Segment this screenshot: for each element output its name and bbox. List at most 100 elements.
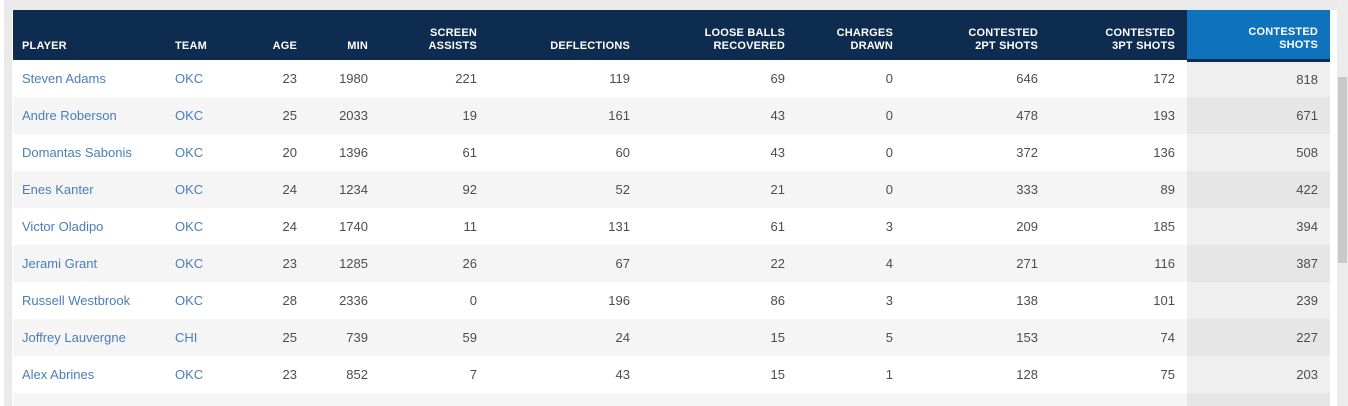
cell-contested_3pt_shots: 136 <box>1050 134 1187 171</box>
header-age[interactable]: AGE <box>250 10 309 60</box>
team-link[interactable]: OKC <box>175 293 204 308</box>
cell-contested_shots: 203 <box>1187 356 1330 393</box>
cell-screen_assists: 0 <box>380 282 489 319</box>
team-link[interactable]: OKC <box>175 219 204 234</box>
cell-deflections: 161 <box>489 97 642 134</box>
team-link[interactable]: OKC <box>175 367 204 382</box>
cell-player: Alex Abrines <box>13 356 173 393</box>
cell-contested_2pt_shots: 333 <box>905 171 1050 208</box>
cell-contested_2pt_shots: 128 <box>905 356 1050 393</box>
player-link[interactable]: Domantas Sabonis <box>22 145 132 160</box>
table-row: Steven Adams OKC 23 1980 221 119 69 0 646 172 818 <box>13 60 1330 97</box>
cell-contested_3pt_shots: 185 <box>1050 208 1187 245</box>
player-link[interactable]: Andre Roberson <box>22 108 117 123</box>
cell-contested_shots: 671 <box>1187 97 1330 134</box>
cell-charges_drawn: 3 <box>797 208 905 245</box>
player-link[interactable]: Joffrey Lauvergne <box>22 330 126 345</box>
cell-loose_balls_recovered: 61 <box>642 208 797 245</box>
cell-loose_balls_recovered: 43 <box>642 97 797 134</box>
table-row: Andre Roberson OKC 25 2033 19 161 43 0 478 193 671 <box>13 97 1330 134</box>
table-row: Enes Kanter OKC 24 1234 92 52 21 0 333 89 422 <box>13 171 1330 208</box>
header-min[interactable]: MIN <box>309 10 380 60</box>
table-row: Joffrey Lauvergne CHI 25 739 59 24 15 5 153 74 227 <box>13 319 1330 356</box>
player-link[interactable]: Steven Adams <box>22 71 106 86</box>
table-row: Alex Abrines OKC 23 852 7 43 15 1 128 75 203 <box>13 356 1330 393</box>
cell-team: OKC <box>173 245 250 282</box>
cell-contested_shots: 818 <box>1187 60 1330 97</box>
header-loose_balls_recovered[interactable]: LOOSE BALLS RECOVERED <box>642 10 797 60</box>
cell-team <box>173 393 250 406</box>
vertical-scrollbar-track[interactable] <box>1337 0 1348 406</box>
vertical-scrollbar-thumb[interactable] <box>1338 77 1347 263</box>
cell-min: 1234 <box>309 171 380 208</box>
cell-charges_drawn: 5 <box>797 319 905 356</box>
cell-screen_assists: 26 <box>380 245 489 282</box>
cell-age: 25 <box>250 319 309 356</box>
team-link[interactable]: CHI <box>175 330 198 345</box>
cell-loose_balls_recovered: 21 <box>642 171 797 208</box>
player-link[interactable]: Victor Oladipo <box>22 219 104 234</box>
cell-loose_balls_recovered: 43 <box>642 134 797 171</box>
cell-deflections: 196 <box>489 282 642 319</box>
header-charges_drawn[interactable]: CHARGES DRAWN <box>797 10 905 60</box>
cell-age: 24 <box>250 208 309 245</box>
cell-min: 1740 <box>309 208 380 245</box>
player-link[interactable]: Enes Kanter <box>22 182 94 197</box>
cell-loose_balls_recovered: 15 <box>642 319 797 356</box>
cell-player: Joffrey Lauvergne <box>13 319 173 356</box>
cell-contested_shots: 387 <box>1187 245 1330 282</box>
header-deflections[interactable]: DEFLECTIONS <box>489 10 642 60</box>
table-row: Russell Westbrook OKC 28 2336 0 196 86 3 138 101 2… <box>13 282 1330 319</box>
cell-min: 1285 <box>309 245 380 282</box>
cell-contested_shots: 239 <box>1187 282 1330 319</box>
cell-contested_2pt_shots: 271 <box>905 245 1050 282</box>
cell-loose_balls_recovered: 69 <box>642 60 797 97</box>
cell-age <box>250 393 309 406</box>
header-player[interactable]: PLAYER <box>13 10 173 60</box>
cell-team: OKC <box>173 134 250 171</box>
cell-age: 24 <box>250 171 309 208</box>
cell-contested_shots: 227 <box>1187 319 1330 356</box>
table-row-partial <box>13 393 1330 406</box>
header-screen_assists[interactable]: SCREEN ASSISTS <box>380 10 489 60</box>
cell-deflections: 43 <box>489 356 642 393</box>
header-team[interactable]: TEAM <box>173 10 250 60</box>
cell-contested_2pt_shots: 153 <box>905 319 1050 356</box>
table-row: Victor Oladipo OKC 24 1740 11 131 61 3 209 185 394 <box>13 208 1330 245</box>
cell-contested_2pt_shots: 478 <box>905 97 1050 134</box>
cell-contested_3pt_shots: 193 <box>1050 97 1187 134</box>
team-link[interactable]: OKC <box>175 71 204 86</box>
cell-contested_3pt_shots: 89 <box>1050 171 1187 208</box>
cell-team: OKC <box>173 97 250 134</box>
header-contested_2pt_shots[interactable]: CONTESTED 2PT SHOTS <box>905 10 1050 60</box>
player-link[interactable]: Russell Westbrook <box>22 293 131 308</box>
cell-team: OKC <box>173 208 250 245</box>
cell-charges_drawn: 0 <box>797 171 905 208</box>
cell-deflections: 24 <box>489 319 642 356</box>
team-link[interactable]: OKC <box>175 108 204 123</box>
cell-contested_2pt_shots: 209 <box>905 208 1050 245</box>
header-contested_shots[interactable]: CONTESTED SHOTS <box>1187 10 1330 62</box>
cell-loose_balls_recovered: 22 <box>642 245 797 282</box>
cell-contested_2pt_shots: 138 <box>905 282 1050 319</box>
cell-screen_assists: 11 <box>380 208 489 245</box>
cell-contested_shots: 422 <box>1187 171 1330 208</box>
header-contested_3pt_shots[interactable]: CONTESTED 3PT SHOTS <box>1050 10 1187 60</box>
cell-contested_3pt_shots: 75 <box>1050 356 1187 393</box>
team-link[interactable]: OKC <box>175 256 204 271</box>
player-link[interactable]: Jerami Grant <box>22 256 98 271</box>
team-link[interactable]: OKC <box>175 182 204 197</box>
cell-contested_3pt_shots: 172 <box>1050 60 1187 97</box>
team-link[interactable]: OKC <box>175 145 204 160</box>
cell-player <box>13 393 173 406</box>
cell-screen_assists: 59 <box>380 319 489 356</box>
cell-player: Victor Oladipo <box>13 208 173 245</box>
cell-deflections: 52 <box>489 171 642 208</box>
cell-screen_assists: 19 <box>380 97 489 134</box>
cell-contested_3pt_shots: 116 <box>1050 245 1187 282</box>
player-link[interactable]: Alex Abrines <box>22 367 95 382</box>
cell-charges_drawn <box>797 393 905 406</box>
cell-contested_2pt_shots: 646 <box>905 60 1050 97</box>
cell-contested_3pt_shots: 101 <box>1050 282 1187 319</box>
cell-screen_assists: 7 <box>380 356 489 393</box>
